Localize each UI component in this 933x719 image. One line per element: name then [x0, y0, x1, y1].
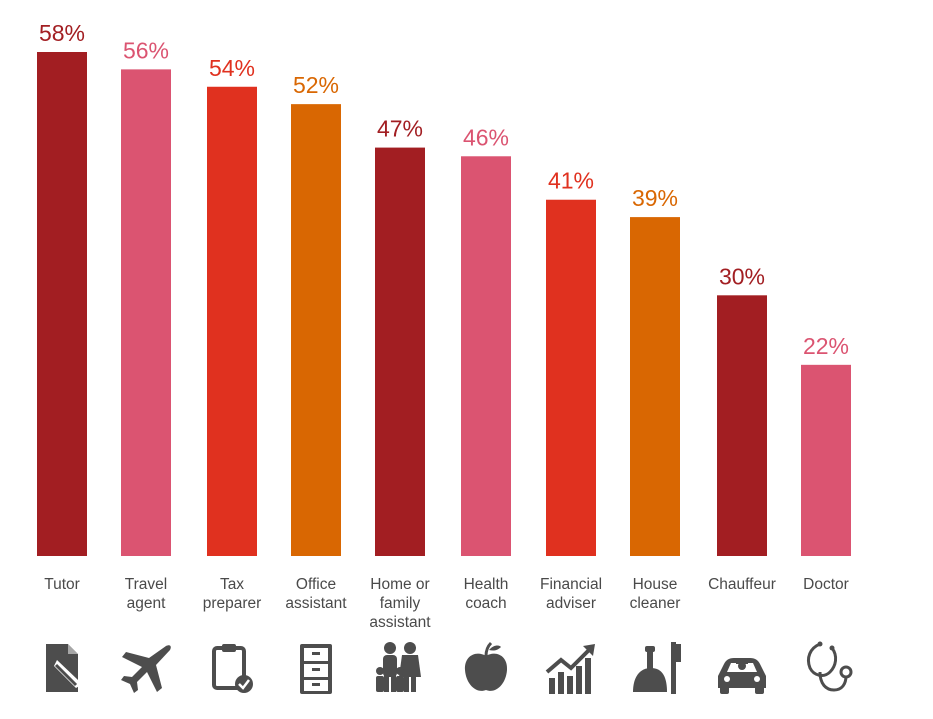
category-label-8: House cleaner — [629, 576, 681, 612]
value-label-6: 46% — [463, 124, 509, 150]
bar-6 — [461, 156, 511, 556]
bar-1 — [37, 52, 87, 556]
category-label-10: Doctor — [803, 576, 849, 593]
bar-5 — [375, 147, 425, 556]
dustpan-brush-icon — [625, 638, 685, 698]
category-label-7: Financial adviser — [539, 576, 603, 612]
bar-2 — [121, 69, 171, 557]
airplane-icon — [116, 638, 176, 698]
category-label-3: Tax preparer — [202, 576, 262, 612]
document-pen-icon — [32, 638, 92, 698]
value-label-4: 52% — [293, 72, 339, 98]
bar-9 — [717, 295, 767, 556]
category-label-4: Office assistant — [285, 576, 347, 612]
car-chauffeur-icon — [712, 638, 772, 698]
value-label-10: 22% — [803, 333, 849, 359]
value-label-9: 30% — [719, 263, 765, 289]
bar-7 — [546, 199, 596, 557]
bar-10 — [801, 364, 851, 556]
growth-chart-icon — [541, 638, 601, 698]
value-label-3: 54% — [209, 55, 255, 81]
filing-cabinet-icon — [286, 638, 346, 698]
category-label-5: Home or family assistant — [369, 576, 431, 631]
value-label-1: 58% — [39, 20, 85, 46]
category-label-1: Tutor — [44, 576, 80, 593]
category-label-6: Health coach — [463, 576, 509, 612]
bar-3 — [207, 86, 257, 557]
value-label-7: 41% — [548, 168, 594, 194]
value-label-2: 56% — [123, 37, 169, 63]
clipboard-check-icon — [202, 638, 262, 698]
stethoscope-icon — [796, 638, 856, 698]
value-label-8: 39% — [632, 185, 678, 211]
category-label-9: Chauffeur — [708, 576, 776, 593]
value-label-5: 47% — [377, 116, 423, 142]
family-icon — [370, 638, 430, 698]
bar-4 — [291, 104, 341, 556]
bar-8 — [630, 217, 680, 556]
apple-icon — [456, 638, 516, 698]
category-label-2: Travel agent — [124, 576, 168, 612]
